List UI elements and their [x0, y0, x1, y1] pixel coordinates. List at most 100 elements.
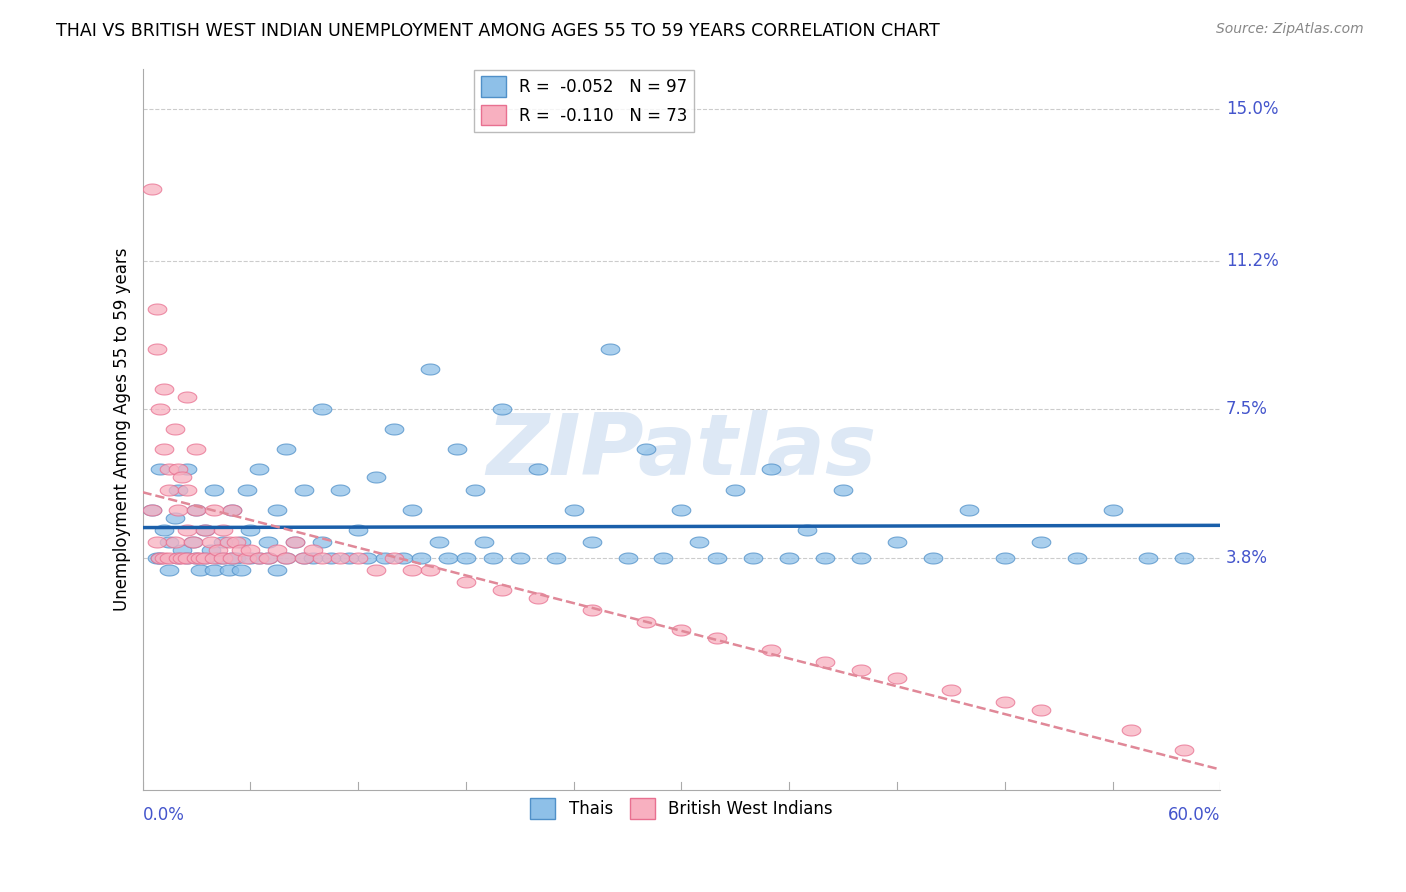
Point — [194, 550, 217, 565]
Point — [329, 483, 352, 497]
Point — [1029, 703, 1052, 717]
Point — [146, 342, 169, 356]
Point — [472, 534, 495, 549]
Point — [194, 523, 217, 537]
Point — [437, 550, 460, 565]
Point — [939, 683, 962, 698]
Point — [146, 302, 169, 317]
Point — [1029, 534, 1052, 549]
Point — [599, 342, 621, 356]
Point — [231, 563, 253, 577]
Point — [419, 563, 441, 577]
Point — [292, 550, 315, 565]
Point — [544, 550, 567, 565]
Point — [194, 550, 217, 565]
Point — [1173, 743, 1195, 757]
Point — [814, 550, 837, 565]
Point — [464, 483, 486, 497]
Point — [149, 402, 172, 417]
Point — [200, 542, 222, 557]
Point — [202, 563, 225, 577]
Point — [292, 550, 315, 565]
Point — [347, 550, 370, 565]
Point — [186, 550, 208, 565]
Point — [329, 550, 352, 565]
Point — [159, 483, 181, 497]
Point — [526, 591, 548, 605]
Point — [221, 550, 243, 565]
Point — [141, 502, 163, 516]
Point — [266, 542, 288, 557]
Point — [212, 534, 235, 549]
Point — [186, 442, 208, 457]
Point — [188, 550, 211, 565]
Point — [176, 550, 198, 565]
Point — [176, 523, 198, 537]
Point — [186, 502, 208, 516]
Point — [688, 534, 710, 549]
Point — [849, 550, 872, 565]
Point — [419, 362, 441, 376]
Point — [225, 534, 247, 549]
Point — [167, 462, 190, 476]
Point — [176, 550, 198, 565]
Point — [167, 502, 190, 516]
Point — [957, 502, 980, 516]
Point — [509, 550, 531, 565]
Point — [761, 462, 783, 476]
Point — [247, 550, 270, 565]
Point — [153, 523, 176, 537]
Point — [581, 603, 603, 617]
Point — [176, 390, 198, 404]
Point — [194, 523, 217, 537]
Point — [221, 502, 243, 516]
Point — [652, 550, 675, 565]
Point — [392, 550, 415, 565]
Point — [454, 574, 477, 589]
Point — [364, 470, 387, 484]
Point — [202, 502, 225, 516]
Point — [186, 550, 208, 565]
Point — [724, 483, 747, 497]
Point — [247, 462, 270, 476]
Point — [149, 462, 172, 476]
Point — [886, 534, 908, 549]
Text: Source: ZipAtlas.com: Source: ZipAtlas.com — [1216, 22, 1364, 37]
Point — [276, 442, 298, 457]
Text: 60.0%: 60.0% — [1168, 806, 1220, 824]
Point — [562, 502, 585, 516]
Point — [176, 462, 198, 476]
Point — [616, 550, 638, 565]
Point — [235, 483, 257, 497]
Point — [163, 422, 186, 436]
Point — [364, 563, 387, 577]
Point — [401, 563, 423, 577]
Point — [337, 550, 360, 565]
Point — [239, 550, 262, 565]
Text: 0.0%: 0.0% — [142, 806, 184, 824]
Point — [356, 550, 378, 565]
Point — [207, 550, 229, 565]
Point — [153, 550, 176, 565]
Point — [761, 643, 783, 657]
Point — [221, 502, 243, 516]
Point — [239, 523, 262, 537]
Legend: Thais, British West Indians: Thais, British West Indians — [523, 791, 839, 825]
Point — [266, 502, 288, 516]
Point — [146, 534, 169, 549]
Point — [170, 542, 193, 557]
Text: 15.0%: 15.0% — [1226, 100, 1278, 118]
Point — [796, 523, 818, 537]
Point — [257, 534, 280, 549]
Point — [231, 534, 253, 549]
Point — [454, 550, 477, 565]
Point — [706, 550, 728, 565]
Point — [181, 534, 204, 549]
Point — [706, 631, 728, 645]
Point — [302, 550, 325, 565]
Text: 7.5%: 7.5% — [1226, 401, 1268, 418]
Point — [159, 563, 181, 577]
Point — [153, 382, 176, 396]
Point — [176, 483, 198, 497]
Point — [284, 534, 307, 549]
